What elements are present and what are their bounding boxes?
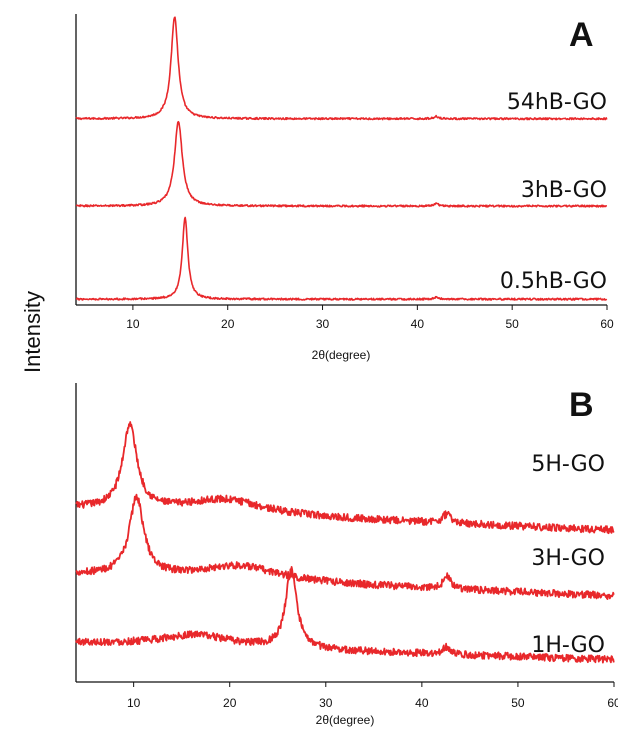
panel-a-x-ticks: 10 20 30 40 50 60 — [126, 305, 614, 331]
x-tick-label: 30 — [319, 696, 333, 710]
series-label-1h-go: 1H-GO — [531, 633, 605, 658]
series-label-3hb-go: 3hB-GO — [521, 178, 607, 203]
x-tick-label: 10 — [127, 696, 141, 710]
series-label-3h-go: 3H-GO — [531, 546, 605, 571]
panel-b-x-ticks: 10 20 30 40 50 60 — [127, 682, 618, 710]
x-tick-label: 20 — [223, 696, 237, 710]
x-tick-label: 50 — [511, 696, 525, 710]
series-line-54hb-go — [75, 16, 608, 121]
panel-b-label: B — [569, 386, 594, 424]
x-tick-label: 60 — [600, 317, 614, 331]
series-line-5h-go — [75, 421, 615, 535]
x-tick-label: 30 — [316, 317, 330, 331]
panel-a-x-label: 2θ(degree) — [312, 348, 371, 362]
series-line-1h-go — [75, 566, 615, 664]
x-tick-label: 40 — [411, 317, 425, 331]
series-line-0-5hb-go — [75, 216, 608, 301]
series-line-3hb-go — [75, 120, 607, 208]
panel-b: B 10 20 30 40 50 60 5H-GO 3H-GO 1H-GO 2θ(degree… — [75, 383, 618, 727]
x-tick-label: 10 — [126, 317, 140, 331]
y-axis-label: Intensity — [20, 291, 45, 373]
series-line-3h-go — [75, 493, 615, 600]
panel-a-traces — [75, 16, 608, 301]
series-label-5h-go: 5H-GO — [531, 452, 605, 477]
panel-a-label: A — [569, 16, 594, 54]
panel-a: A 10 20 30 40 50 60 54hB-GO 3hB-GO 0.5hB-GO 2θ(… — [75, 14, 614, 362]
panel-b-traces — [75, 421, 615, 664]
series-label-0-5hb-go: 0.5hB-GO — [500, 269, 607, 294]
x-tick-label: 50 — [505, 317, 519, 331]
panel-b-series-labels: 5H-GO 3H-GO 1H-GO — [531, 452, 605, 658]
panel-b-x-label: 2θ(degree) — [316, 713, 375, 727]
x-tick-label: 40 — [415, 696, 429, 710]
series-label-54hb-go: 54hB-GO — [507, 90, 607, 115]
x-tick-label: 60 — [607, 696, 618, 710]
x-tick-label: 20 — [221, 317, 235, 331]
panel-a-series-labels: 54hB-GO 3hB-GO 0.5hB-GO — [500, 90, 607, 294]
